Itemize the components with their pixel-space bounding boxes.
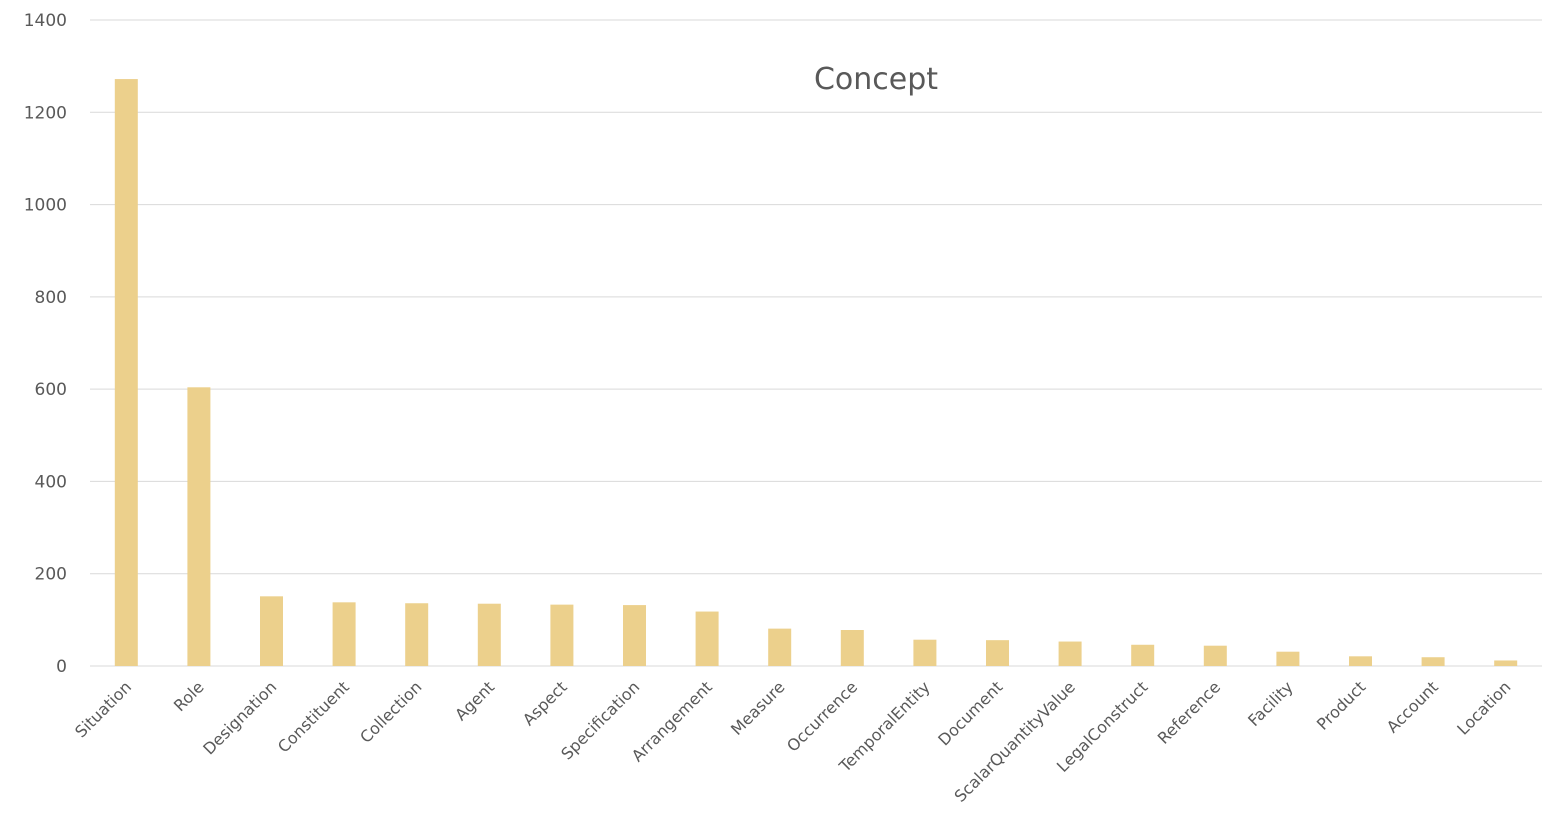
x-tick-label: Facility [1244, 677, 1297, 730]
bar-designation [260, 596, 283, 666]
x-tick-label: Situation [71, 677, 135, 741]
bar-constituent [332, 602, 356, 666]
bar-specification [623, 605, 646, 666]
bar-role [187, 387, 211, 666]
x-tick-label: Aspect [519, 677, 571, 729]
gridlines [90, 19, 1542, 667]
x-tick-label: Role [170, 677, 208, 715]
chart-title: Concept [814, 62, 938, 97]
x-tick-label: Account [1383, 677, 1442, 736]
bar-legalconstruct [1131, 644, 1155, 666]
x-tick-label: Product [1313, 677, 1369, 733]
bar-measure [768, 628, 792, 666]
bar-location [1494, 660, 1518, 666]
bar-collection [405, 603, 429, 666]
x-tick-label: Agent [451, 677, 498, 724]
x-tick-label: Collection [356, 677, 425, 746]
x-tick-label: ScalarQuantityValue [950, 677, 1078, 805]
y-tick-label: 800 [35, 288, 67, 308]
bar-account [1421, 657, 1445, 666]
x-tick-label: Occurrence [783, 677, 861, 755]
y-tick-label: 600 [35, 380, 67, 400]
bar-agent [477, 603, 501, 666]
y-axis-ticks: 0 200 400 600 800 1000 1200 1400 [24, 11, 67, 677]
bar-facility [1276, 651, 1300, 666]
x-tick-label: Constituent [274, 677, 353, 756]
x-tick-label: Document [934, 677, 1006, 749]
bar-situation [114, 79, 138, 666]
x-tick-label: Location [1453, 677, 1514, 738]
x-tick-label: Measure [727, 677, 789, 739]
x-tick-label: Designation [199, 677, 280, 758]
y-tick-label: 400 [35, 472, 67, 492]
y-tick-label: 1400 [24, 11, 67, 31]
x-tick-label: Reference [1154, 677, 1224, 747]
bar-temporalentity [913, 639, 937, 666]
bar-reference [1203, 645, 1227, 666]
y-tick-label: 200 [35, 565, 67, 585]
y-tick-label: 0 [56, 657, 67, 677]
bar-arrangement [695, 611, 719, 666]
bar-document [986, 640, 1009, 666]
y-tick-label: 1000 [24, 196, 67, 216]
bar-scalarquantityvalue [1058, 641, 1082, 666]
bar-aspect [550, 604, 574, 666]
y-tick-label: 1200 [24, 103, 67, 123]
bar-occurrence [840, 630, 864, 666]
bar-product [1349, 656, 1372, 666]
bars [114, 79, 1518, 666]
